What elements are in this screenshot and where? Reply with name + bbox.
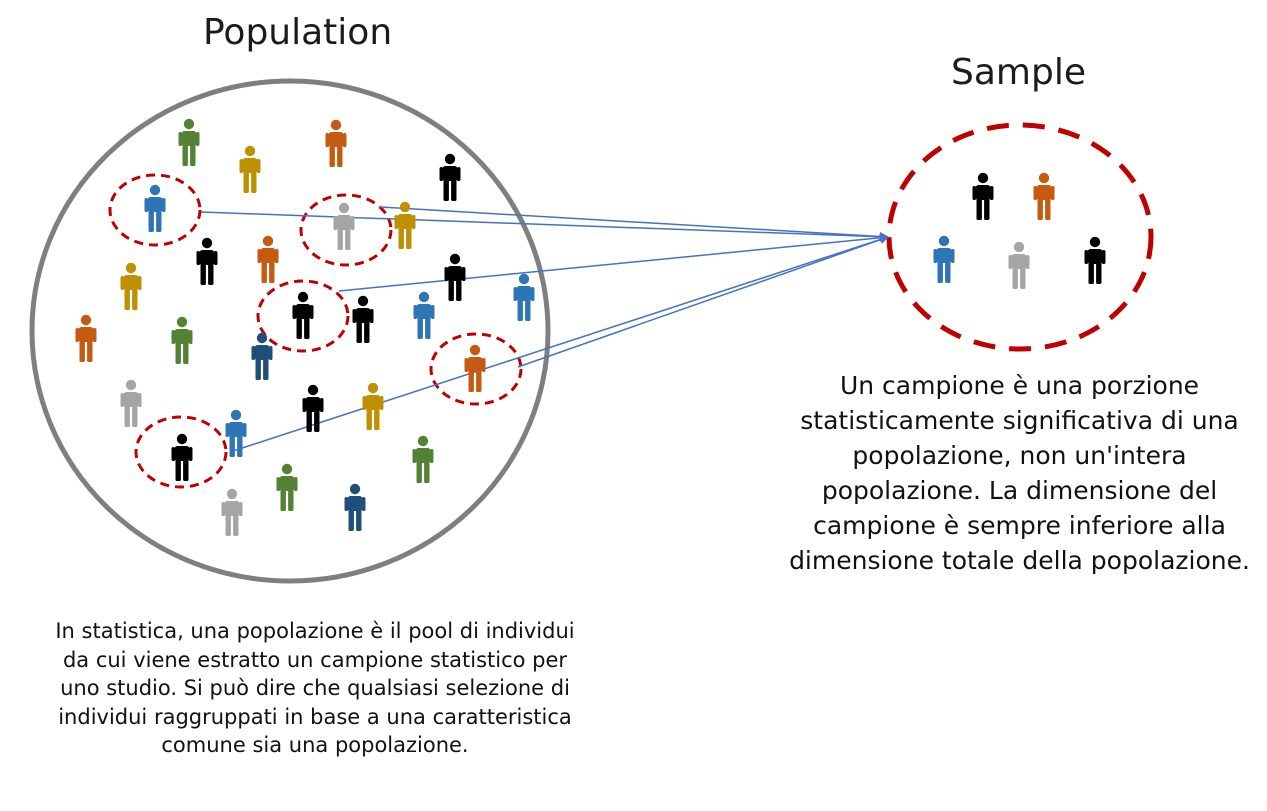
arrow-blue	[200, 211, 889, 242]
person-icon	[513, 273, 535, 321]
selection-circle-black-2	[134, 415, 228, 489]
person-icon	[221, 488, 243, 536]
selection-circle-gray	[299, 193, 393, 267]
sample-title: Sample	[951, 52, 1086, 93]
sample-people	[933, 172, 1106, 289]
person-icon	[257, 235, 279, 283]
person-icon	[1084, 236, 1106, 284]
person-icon	[1008, 241, 1030, 289]
person-icon	[276, 463, 298, 511]
person-icon	[362, 382, 384, 430]
sampling-arrows	[200, 206, 889, 453]
arrow-black-2	[229, 235, 889, 453]
person-icon	[464, 344, 486, 392]
person-icon	[344, 483, 366, 531]
person-icon	[239, 145, 261, 193]
population-title: Population	[203, 12, 393, 53]
population-people	[75, 118, 535, 536]
person-icon	[120, 262, 142, 310]
person-icon	[933, 235, 955, 283]
arrow-black	[338, 233, 889, 292]
population-circle	[29, 78, 551, 584]
arrow-gray	[379, 206, 889, 242]
person-icon	[352, 295, 374, 343]
person-icon	[972, 172, 994, 220]
person-icon	[144, 184, 166, 232]
person-icon	[120, 379, 142, 427]
person-icon	[178, 118, 200, 166]
selection-circle-blue	[108, 173, 202, 247]
person-icon	[333, 202, 355, 250]
sample-description: Un campione è una porzione statisticamen…	[789, 371, 1250, 575]
person-icon	[171, 433, 193, 481]
population-description: In statistica, una popolazione è il pool…	[55, 619, 575, 758]
person-icon	[171, 316, 193, 364]
sample-circle	[886, 122, 1154, 352]
selection-circle-orange	[429, 332, 523, 406]
person-icon	[413, 291, 435, 339]
selection-circles	[108, 173, 523, 489]
person-icon	[325, 119, 347, 167]
arrow-orange	[517, 235, 889, 368]
person-icon	[292, 291, 314, 339]
person-icon	[75, 314, 97, 362]
person-icon	[444, 253, 466, 301]
person-icon	[1033, 172, 1055, 220]
selection-circle-black	[256, 279, 350, 353]
person-icon	[439, 153, 461, 201]
person-icon	[196, 237, 218, 285]
person-icon	[412, 435, 434, 483]
